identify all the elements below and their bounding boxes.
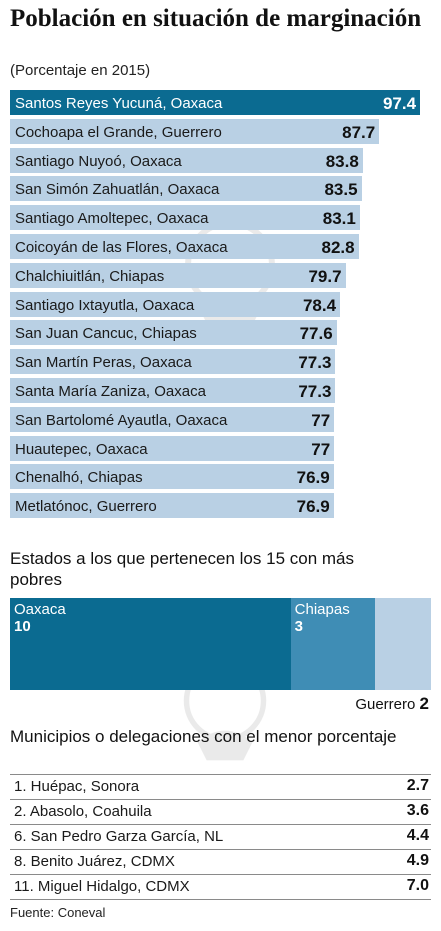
lowest-table: 1. Huépac, Sonora 2.7 2. Abasolo, Coahuila…: [10, 774, 431, 900]
table-row-value: 3.6: [406, 802, 429, 819]
table-row-name: 2. Abasolo, Coahuila: [14, 803, 152, 820]
bar: [10, 493, 334, 519]
bar-value-label: 77: [311, 439, 331, 459]
bar-value-label: 77.6: [299, 324, 333, 344]
bar-value-label: 83.8: [325, 151, 359, 171]
source-note: Fuente: Coneval: [10, 905, 106, 920]
bar-label: Santiago Amoltepec, Oaxaca: [15, 210, 209, 228]
table-row-name: 8. Benito Juárez, CDMX: [14, 853, 175, 870]
bar-label: Chalchiuitlán, Chiapas: [15, 267, 165, 285]
state-block: Oaxaca 10: [10, 598, 291, 690]
bar-label: Huautepec, Oaxaca: [15, 440, 148, 458]
bar-label: Santos Reyes Yucuná, Oaxaca: [15, 95, 223, 112]
state-value: 3: [294, 618, 303, 635]
bar: [10, 205, 360, 231]
bar-label: Santiago Nuyoó, Oaxaca: [15, 152, 182, 170]
bar: [10, 262, 346, 288]
table-row-name: 6. San Pedro Garza García, NL: [14, 828, 224, 845]
state-block: Chiapas 3: [290, 598, 375, 690]
bar-value-label: 83.5: [324, 180, 358, 200]
table-row: 8. Benito Juárez, CDMX 4.9: [10, 850, 431, 875]
bar-value-label: 79.7: [308, 266, 342, 286]
marginacion-bar-chart: Santos Reyes Yucuná, Oaxaca 97.4 Cochoapa …: [10, 90, 431, 522]
state-value-guerrero: 2: [419, 694, 429, 713]
bar-label: Coicoyán de las Flores, Oaxaca: [15, 239, 228, 256]
table-row: 11. Miguel Hidalgo, CDMX 7.0: [10, 875, 431, 900]
bar: [10, 234, 359, 259]
table-row: 6. San Pedro Garza García, NL 4.4: [10, 825, 431, 850]
bar: [10, 464, 334, 490]
bar-value-label: 76.9: [296, 468, 330, 488]
chart-subtitle: (Porcentaje en 2015): [10, 62, 151, 79]
bar-label: Santiago Ixtayutla, Oaxaca: [15, 296, 195, 314]
state-block: [374, 598, 431, 690]
bar-label: San Simón Zahuatlán, Oaxaca: [15, 181, 220, 199]
bar: [10, 147, 363, 173]
table-row: 1. Huépac, Sonora 2.7: [10, 774, 431, 800]
bar-label: San Bartolomé Ayautla, Oaxaca: [15, 411, 228, 429]
bar-label: San Martín Peras, Oaxaca: [15, 354, 192, 372]
bar-value-label: 97.4: [382, 94, 417, 113]
bar-label: Santa María Zaniza, Oaxaca: [15, 383, 206, 400]
table-row-name: 11. Miguel Hidalgo, CDMX: [14, 878, 190, 895]
states-stacked-bar: Oaxaca 10 Chiapas 3: [10, 598, 431, 690]
bar: [10, 291, 341, 317]
bar: [10, 176, 362, 202]
bar-value-label: 77: [311, 410, 331, 430]
bar-value-label: 77.3: [298, 353, 332, 373]
bar: [10, 90, 421, 115]
bar-value-label: 76.9: [296, 497, 330, 517]
state-name: Oaxaca: [14, 601, 66, 618]
bar: [10, 378, 336, 403]
bar-value-label: 77.3: [298, 382, 332, 401]
state-value: 10: [14, 618, 31, 635]
bar-label: Metlatónoc, Guerrero: [15, 498, 157, 516]
table-row-value: 4.9: [406, 852, 429, 869]
bar-value-label: 78.4: [302, 295, 337, 315]
bar-label: San Juan Cancuc, Chiapas: [15, 325, 197, 343]
bar-value-label: 83.1: [322, 209, 356, 229]
table-row-value: 2.7: [406, 777, 429, 794]
bar: [10, 118, 380, 144]
chart-title: Población en situación de marginación: [10, 5, 422, 32]
lowest-section-title: Municipios o delegaciones con el menor p…: [10, 727, 397, 746]
table-row: 2. Abasolo, Coahuila 3.6: [10, 800, 431, 825]
bar-label: Cochoapa el Grande, Guerrero: [15, 123, 222, 141]
bar: [10, 349, 336, 375]
table-row-name: 1. Huépac, Sonora: [14, 778, 140, 795]
bar: [10, 320, 337, 346]
bar: [10, 406, 335, 432]
states-section-title: Estados a los que pertenecen los 15 con …: [10, 549, 354, 589]
bar-label: Chenalhó, Chiapas: [15, 469, 143, 487]
bar: [10, 435, 335, 461]
state-name-guerrero: Guerrero: [355, 696, 416, 713]
table-row-value: 7.0: [406, 877, 429, 894]
table-row-value: 4.4: [406, 827, 429, 844]
state-name: Chiapas: [294, 601, 350, 618]
bar-value-label: 87.7: [342, 122, 376, 142]
state-label-guerrero: Guerrero 2: [355, 694, 429, 714]
bar-value-label: 82.8: [321, 238, 355, 257]
